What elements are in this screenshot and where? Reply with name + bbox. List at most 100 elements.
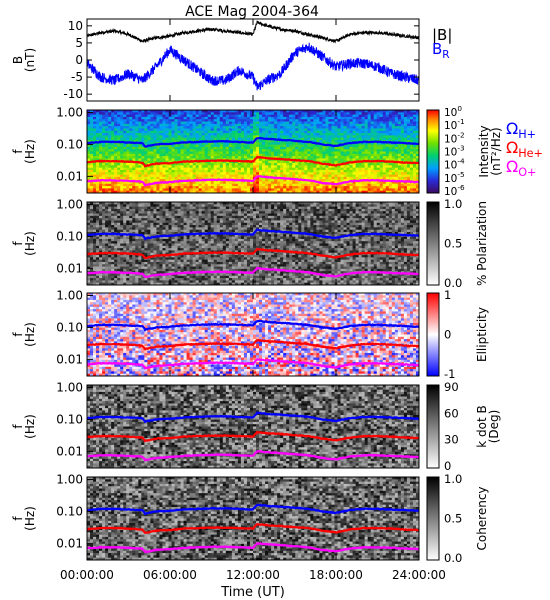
spectrogram-cell — [105, 215, 109, 219]
spectrogram-cell — [385, 165, 390, 169]
spectrogram-cell — [268, 130, 272, 134]
spectrogram-cell — [310, 119, 314, 122]
spectrogram-cell — [105, 112, 109, 116]
spectrogram-cell — [99, 119, 103, 122]
spectrogram-cell — [105, 153, 109, 157]
spectrogram-cell — [256, 144, 260, 148]
spectrogram-cell — [147, 160, 151, 164]
spectrogram-cell — [373, 123, 378, 127]
spectrogram-cell — [129, 248, 133, 251]
spectrogram-cell — [249, 169, 254, 173]
spectrogram-cell — [237, 149, 242, 152]
spectrogram-cell — [102, 163, 106, 166]
spectrogram-cell — [292, 165, 296, 169]
spectrogram-cell — [201, 119, 206, 122]
spectrogram-cell — [295, 186, 299, 189]
spectrogram-cell — [195, 149, 200, 152]
spectrogram-cell — [105, 278, 109, 281]
spectrogram-cell — [138, 268, 142, 272]
spectrogram-cell — [412, 144, 417, 148]
spectrogram-cell — [388, 130, 393, 134]
spectrogram-cell — [87, 188, 91, 192]
spectrogram-cell — [156, 151, 160, 155]
spectrogram-cell — [99, 236, 103, 240]
spectrogram-cell — [114, 149, 118, 152]
spectrogram-cell — [298, 151, 302, 155]
spectrogram-cell — [231, 186, 236, 189]
spectrogram-cell — [108, 133, 112, 136]
spectrogram-cell — [361, 186, 366, 189]
spectrogram-cell — [358, 186, 363, 189]
spectrogram-cell — [222, 172, 227, 175]
spectrogram-cell — [162, 156, 166, 159]
spectrogram-cell — [409, 172, 414, 175]
spectrogram-cell — [123, 227, 127, 231]
spectrogram-cell — [340, 149, 344, 152]
spectrogram-cell — [391, 149, 396, 152]
spectrogram-cell — [162, 248, 166, 251]
spectrogram-cell — [105, 181, 109, 185]
spectrogram-cell — [249, 156, 254, 159]
spectrogram-cell — [195, 130, 200, 134]
spectrogram-cell — [286, 135, 290, 139]
spectrogram-cell — [168, 149, 172, 152]
spectrogram-cell — [87, 165, 91, 169]
spectrogram-cell — [364, 186, 369, 189]
spectrogram-cell — [249, 151, 254, 155]
spectrogram-cell — [274, 144, 278, 148]
spectrogram-cell — [111, 169, 115, 173]
spectrogram-cell — [99, 257, 103, 261]
spectrogram-cell — [168, 151, 172, 155]
spectrogram-cell — [129, 227, 133, 231]
spectrogram-cell — [346, 151, 350, 155]
spectrogram-cell — [256, 181, 260, 185]
spectrogram-cell — [355, 119, 360, 122]
spectrogram-cell — [355, 169, 360, 173]
spectrogram-cell — [105, 135, 109, 139]
spectrogram-cell — [358, 130, 363, 134]
spectrogram-cell — [144, 222, 148, 226]
spectrogram-cell — [117, 188, 121, 192]
spectrogram-cell — [280, 135, 284, 139]
spectrogram-cell — [132, 183, 136, 187]
spectrogram-cell — [237, 151, 242, 155]
spectrogram-cell — [90, 135, 94, 139]
spectrogram-cell — [111, 112, 115, 116]
spectrogram-cell — [409, 176, 414, 180]
spectrogram-cell — [213, 149, 218, 152]
spectrogram-cell — [397, 128, 402, 132]
spectrogram-cell — [216, 186, 221, 189]
spectrogram-cell — [111, 116, 115, 120]
spectrogram-cell — [108, 183, 112, 187]
spectrogram-cell — [129, 114, 133, 118]
spectrogram-cell — [90, 257, 94, 261]
spectrogram-cell — [129, 126, 133, 129]
spectrogram-cell — [307, 114, 311, 118]
spectrogram-cell — [237, 165, 242, 169]
spectrogram-cell — [87, 133, 91, 136]
spectrogram-cell — [144, 243, 148, 247]
spectrogram-cell — [367, 156, 372, 159]
spectrogram-cell — [129, 278, 133, 281]
spectrogram-cell — [352, 165, 357, 169]
spectrogram-cell — [195, 169, 200, 173]
spectrogram-cell — [277, 172, 281, 175]
spectrogram-cell — [159, 123, 163, 127]
spectrogram-cell — [108, 123, 112, 127]
spectrogram-cell — [129, 186, 133, 189]
spectrogram-cell — [283, 149, 287, 152]
spectrogram-cell — [96, 222, 100, 226]
spectrogram-cell — [225, 128, 230, 132]
spectrogram-cell — [310, 114, 314, 118]
spectrogram-cell — [111, 126, 115, 129]
spectrogram-cell — [105, 176, 109, 180]
spectrogram-cell — [123, 206, 127, 210]
spectrogram-cell — [195, 128, 200, 132]
spectrogram-cell — [153, 139, 157, 143]
spectrogram-cell — [102, 215, 106, 219]
spectrogram-cell — [93, 169, 97, 173]
spectrogram-cell — [87, 167, 91, 171]
spectrogram-cell — [373, 181, 378, 185]
spectrogram-cell — [168, 130, 172, 134]
